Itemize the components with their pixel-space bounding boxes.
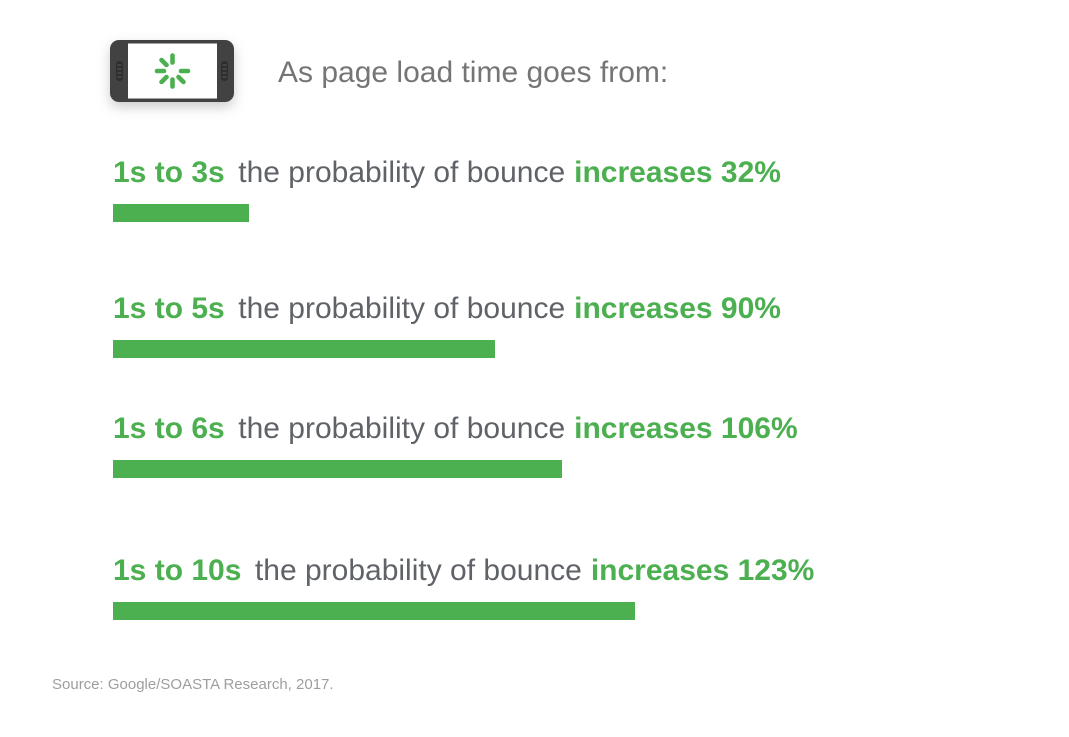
row-description: the probability of bounce bbox=[238, 156, 566, 189]
speaker-grille-right bbox=[221, 61, 228, 81]
row-text: 1s to 5s the probability of bounce increas… bbox=[113, 291, 781, 327]
bounce-row-3: 1s to 6s the probability of bounce increas… bbox=[113, 411, 798, 478]
increase-label: increases 106% bbox=[574, 412, 798, 445]
row-description: the probability of bounce bbox=[254, 554, 582, 587]
row-text: 1s to 6s the probability of bounce increas… bbox=[113, 411, 798, 447]
load-time-range: 1s to 5s bbox=[113, 292, 225, 325]
increase-label: increases 90% bbox=[574, 292, 781, 325]
row-text: 1s to 10s the probability of bounce increa… bbox=[113, 553, 814, 589]
increase-label: increases 123% bbox=[590, 554, 815, 587]
bounce-increase-bar bbox=[113, 602, 635, 620]
source-attribution: Source: Google/SOASTA Research, 2017. bbox=[52, 676, 334, 693]
page-title: As page load time goes from: bbox=[278, 56, 669, 89]
load-time-range: 1s to 3s bbox=[113, 156, 225, 189]
row-description: the probability of bounce bbox=[238, 412, 566, 445]
bounce-increase-bar bbox=[113, 204, 249, 222]
row-text: 1s to 3s the probability of bounce increas… bbox=[113, 155, 781, 191]
increase-label: increases 32% bbox=[574, 156, 781, 189]
loading-spinner-icon bbox=[154, 53, 191, 89]
loading-phone-icon bbox=[110, 40, 234, 106]
bounce-row-2: 1s to 5s the probability of bounce increas… bbox=[113, 291, 781, 358]
speaker-grille-left bbox=[116, 61, 123, 81]
bounce-row-1: 1s to 3s the probability of bounce increas… bbox=[113, 155, 781, 222]
bounce-row-4: 1s to 10s the probability of bounce increa… bbox=[113, 553, 814, 620]
load-time-range: 1s to 10s bbox=[113, 554, 242, 587]
bounce-increase-bar bbox=[113, 460, 562, 478]
row-description: the probability of bounce bbox=[238, 292, 566, 325]
load-time-range: 1s to 6s bbox=[113, 412, 225, 445]
bounce-increase-bar bbox=[113, 340, 495, 358]
header: As page load time goes from: bbox=[110, 40, 668, 106]
